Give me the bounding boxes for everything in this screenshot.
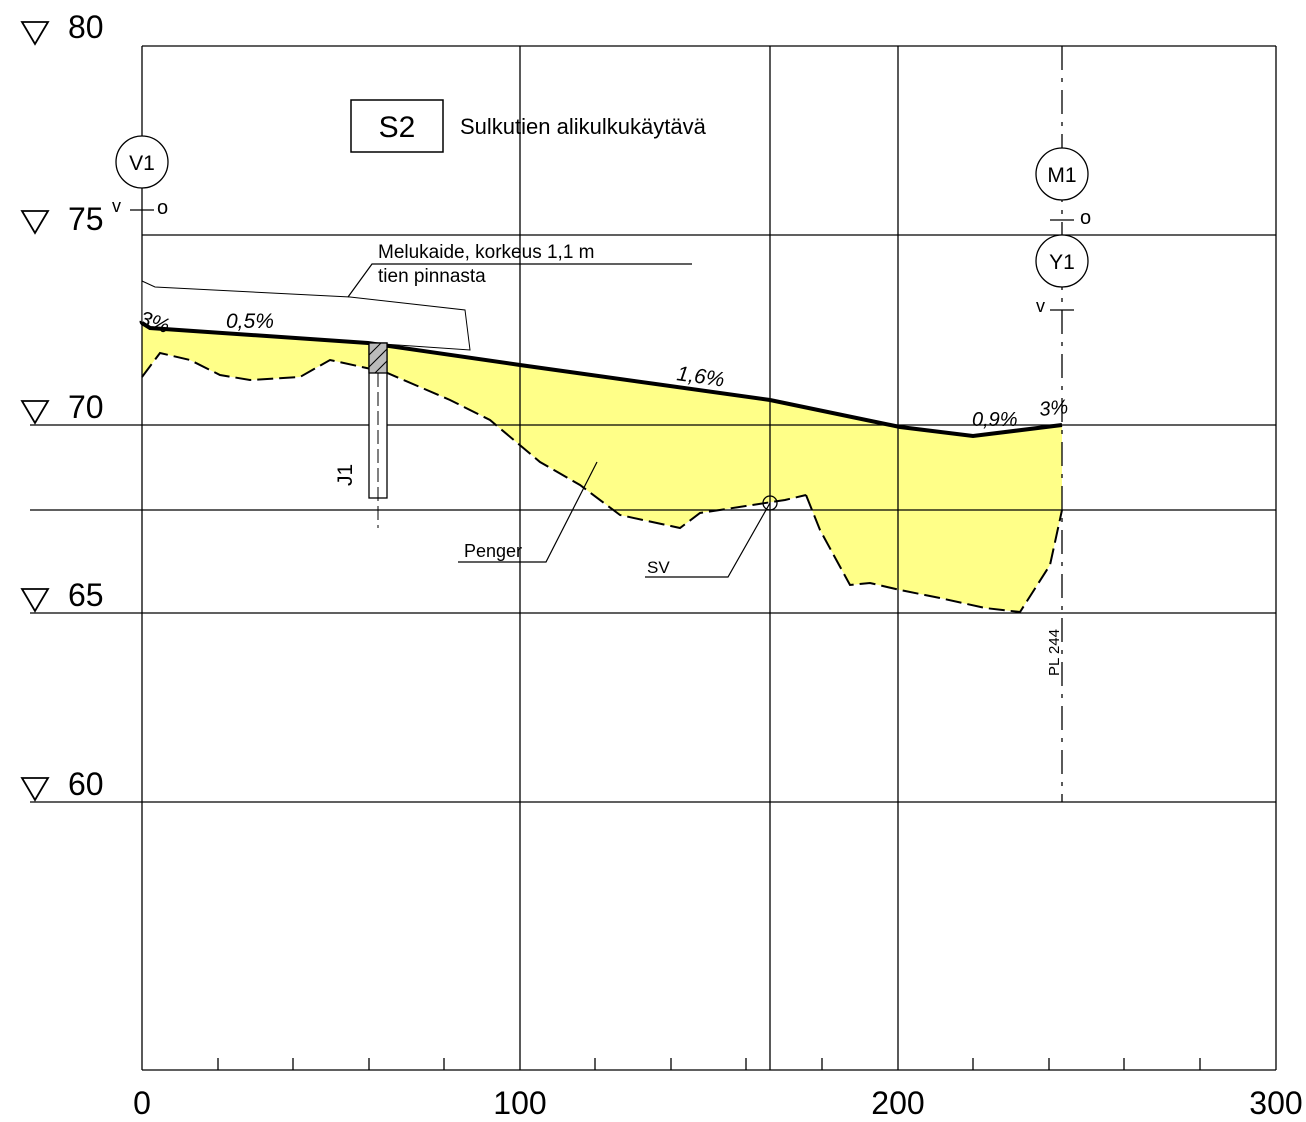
m1-label: M1	[1047, 164, 1076, 187]
triangle-75-icon	[20, 210, 50, 235]
elevation-label-65: 65	[68, 577, 104, 613]
pile-hatching	[368, 342, 388, 374]
level-triangle-icons	[20, 21, 50, 802]
title-code-box	[350, 99, 444, 153]
sv-point-icon	[762, 495, 778, 511]
embankment-leader	[458, 461, 598, 563]
sv-leader	[645, 502, 771, 578]
x-axis-ticks	[217, 1058, 1201, 1070]
slope-label-left: 0,5%	[226, 310, 274, 333]
v1-v-label: v	[112, 196, 121, 216]
x-label-200: 200	[871, 1085, 924, 1121]
slope-label-right: 0,9%	[972, 409, 1018, 431]
elevation-label-70: 70	[68, 389, 104, 425]
title-text: Sulkutien alikulkukäytävä	[460, 114, 707, 139]
title-code: S2	[379, 111, 416, 144]
embankment-fill	[142, 323, 1062, 612]
x-label-0: 0	[133, 1085, 151, 1121]
y1-label: Y1	[1049, 251, 1075, 274]
v1-o-label: o	[157, 197, 168, 219]
noise-barrier-label-2: tien pinnasta	[378, 266, 486, 287]
slope-label-right-edge: 3%	[1038, 396, 1069, 421]
m1-circle-icon	[1035, 147, 1089, 201]
noise-barrier-label-1: Melukaide, korkeus 1,1 m	[378, 242, 595, 263]
elevation-label-75: 75	[68, 201, 104, 237]
y1-v-label: v	[1036, 296, 1045, 316]
x-label-100: 100	[493, 1085, 546, 1121]
noise-barrier-leader	[347, 263, 692, 298]
sv-label: SV	[647, 558, 670, 577]
m1-o-label: o	[1080, 207, 1091, 229]
road-surface-line	[140, 321, 1063, 439]
embankment-label: Penger	[464, 541, 522, 561]
v1-label: V1	[129, 152, 155, 175]
triangle-65-icon	[20, 588, 50, 613]
pile-j1-label: J1	[334, 464, 357, 486]
station-label: PL 244	[1046, 629, 1063, 676]
elevation-label-60: 60	[68, 766, 104, 802]
x-label-300: 300	[1249, 1085, 1302, 1121]
ground-line-right	[805, 494, 1063, 614]
triangle-80-icon	[20, 21, 50, 46]
v1-circle-icon	[115, 135, 169, 189]
triangle-60-icon	[20, 777, 50, 802]
triangle-70-icon	[20, 400, 50, 425]
elevation-label-80: 80	[68, 9, 104, 45]
y1-circle-icon	[1035, 234, 1089, 288]
ground-line-left	[141, 351, 807, 530]
